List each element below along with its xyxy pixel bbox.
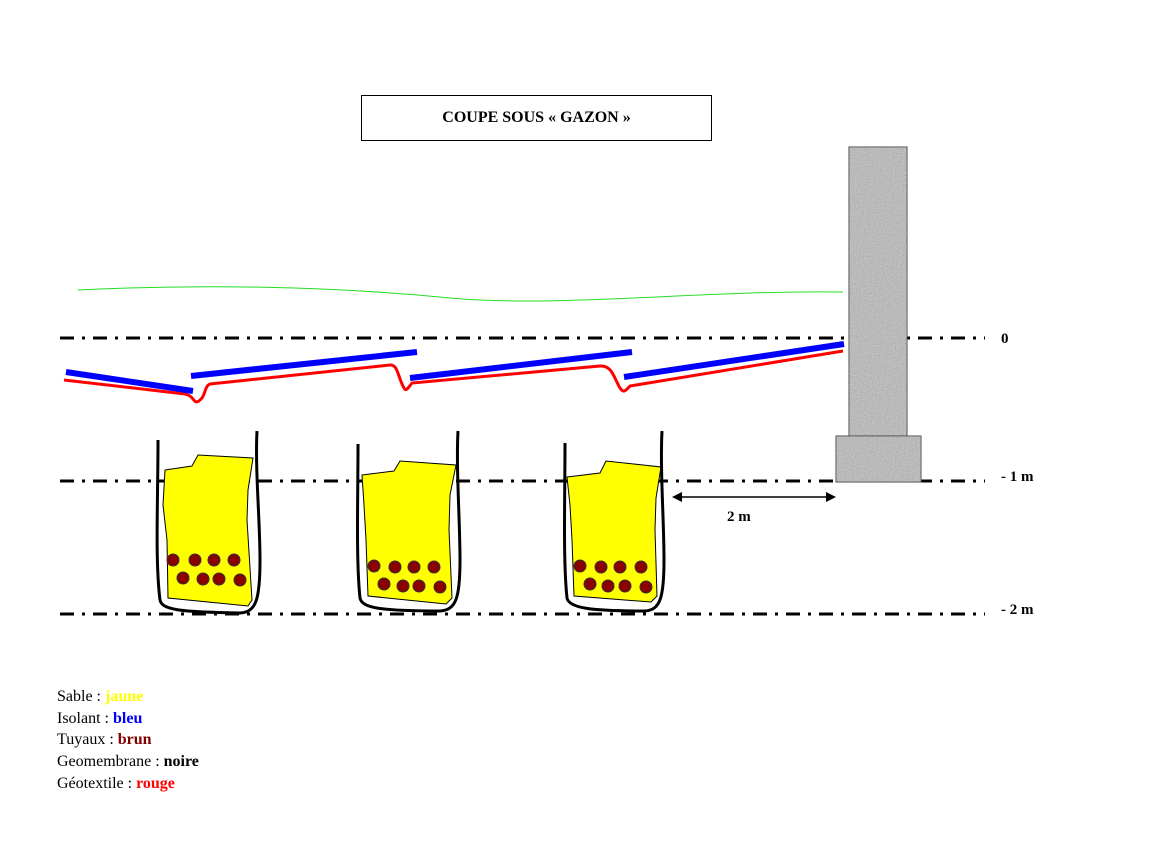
pipe [433,580,447,594]
legend-sep: : [105,731,118,749]
geotextile-segment-1 [63,349,844,404]
legend-name: Géotextile [57,774,124,792]
pipe [639,580,653,594]
pipe [601,579,615,593]
pipe [618,579,632,593]
pipe [377,577,391,591]
trench-1 [155,430,262,615]
legend-row-tuyaux: Tuyaux : brun [57,729,199,751]
pipe [583,577,597,591]
level-label-minus-2: - 2 m [1001,602,1034,618]
legend-value: bleu [113,709,143,727]
legend-sep: : [100,709,113,727]
legend-value: noire [163,753,199,771]
geomembrane-liner [356,430,462,613]
pipe [207,553,221,567]
legend-sep: : [92,688,105,705]
pipe [407,560,421,574]
insulation-segment-1 [65,369,194,394]
trench-3 [563,430,666,613]
pipe [396,579,410,593]
lawn-surface-line [77,286,844,302]
legend-sep: : [151,753,164,771]
pipe [427,560,441,574]
pipe [573,559,587,573]
legend-name: Sable [57,688,93,705]
pipe [227,553,241,567]
dimension-label: 2 m [727,509,751,525]
pipe [188,553,202,567]
wall [835,146,922,483]
pipe [412,579,426,593]
level-label-minus-1: - 1 m [1001,469,1034,485]
pipe [613,560,627,574]
legend-sep: : [123,774,137,792]
insulation-segment-2 [190,349,418,379]
legend-row-geomembrane: Geomembrane : noire [57,751,199,773]
pipe [367,559,381,573]
diagram-title: COUPE SOUS « GAZON » [361,95,712,141]
level-label-0: 0 [1001,331,1009,347]
pipe [176,571,190,585]
sand-fill [162,454,254,607]
legend-value: jaune [105,688,144,705]
legend-row-isolant: Isolant : bleu [57,708,199,730]
pipe [233,573,247,587]
legend-name: Tuyaux [57,731,106,749]
legend: Sable : jaune Isolant : bleu Tuyaux : br… [57,686,199,795]
pipe [166,553,180,567]
legend-value: rouge [136,774,175,792]
insulation-segment-3 [409,349,633,381]
pipe [634,560,648,574]
dimension-arrow [672,492,836,502]
pipe [212,572,226,586]
geomembrane-liner [155,430,262,615]
legend-value: brun [117,731,152,749]
insulation-segment-4 [623,341,845,380]
pipe [594,560,608,574]
legend-row-geotextile: Géotextile : rouge [57,773,199,795]
legend-name: Isolant [57,709,101,727]
legend-row-sable: Sable : jaune [57,686,199,708]
pipe [196,572,210,586]
pipe [388,560,402,574]
trench-2 [356,430,462,613]
geomembrane-liner [563,430,666,613]
legend-name: Geomembrane [57,753,152,771]
